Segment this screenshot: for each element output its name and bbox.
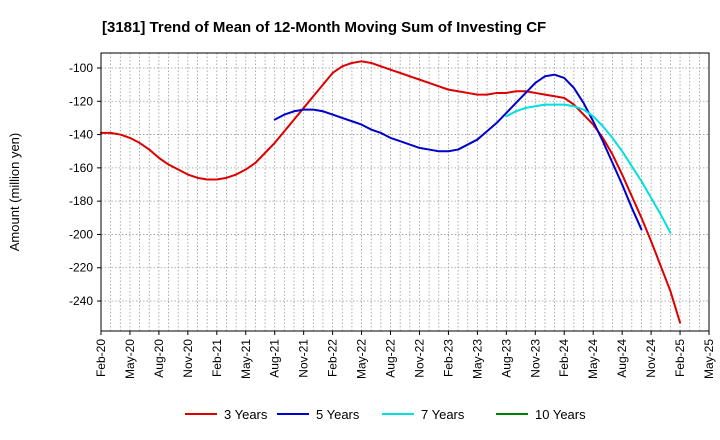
legend: 3 Years 5 Years 7 Years 10 Years xyxy=(185,407,586,422)
y-tick-label: -220 xyxy=(69,261,93,275)
plot-area xyxy=(101,53,709,331)
x-tick-label: Aug-22 xyxy=(384,339,398,378)
legend-label: 3 Years xyxy=(224,407,268,422)
plot-border xyxy=(100,52,710,332)
x-tick-label: Nov-21 xyxy=(297,339,311,378)
x-tick-label: Nov-24 xyxy=(644,339,658,378)
series-line-5-years xyxy=(273,73,643,231)
legend-label: 7 Years xyxy=(421,407,465,422)
series-layer xyxy=(100,60,682,324)
series-line-7-years xyxy=(505,103,672,234)
plot-frame xyxy=(100,52,710,332)
x-tick-label: May-23 xyxy=(470,339,484,379)
series-line-3-years xyxy=(100,60,682,324)
chart-title: [3181] Trend of Mean of 12-Month Moving … xyxy=(102,19,546,36)
plot-background xyxy=(101,53,709,331)
y-tick-label: -200 xyxy=(69,227,93,241)
x-tick-label: Aug-23 xyxy=(499,339,513,378)
legend-label: 10 Years xyxy=(535,407,586,422)
x-tick-label: Feb-22 xyxy=(326,339,340,377)
x-tick-label: Nov-23 xyxy=(528,339,542,378)
x-tick-label: Nov-22 xyxy=(412,339,426,378)
y-tick-label: -180 xyxy=(69,194,93,208)
x-tick-label: Aug-20 xyxy=(152,339,166,378)
x-tick-label: May-21 xyxy=(239,339,253,379)
x-tick-label: May-22 xyxy=(355,339,369,379)
x-tick-label: Feb-25 xyxy=(673,339,687,377)
legend-label: 5 Years xyxy=(316,407,360,422)
x-tick-label: Aug-21 xyxy=(268,339,282,378)
x-tick-label: Feb-21 xyxy=(210,339,224,377)
y-tick-label: -240 xyxy=(69,294,93,308)
y-tick-label: -140 xyxy=(69,128,93,142)
y-tick-label: -100 xyxy=(69,61,93,75)
x-tick-label: May-20 xyxy=(123,339,137,379)
x-tick-label: Nov-20 xyxy=(181,339,195,378)
y-tick-label: -160 xyxy=(69,161,93,175)
x-tick-label: May-24 xyxy=(586,339,600,379)
x-tick-label: Feb-20 xyxy=(94,339,108,377)
x-tick-label: Feb-23 xyxy=(441,339,455,377)
y-tick-label: -120 xyxy=(69,94,93,108)
grid-lines xyxy=(100,53,710,331)
x-tick-label: Feb-24 xyxy=(557,339,571,377)
y-axis-ticks: -100 -120 -140 -160 -180 -200 -220 -240 xyxy=(69,61,101,308)
x-tick-label: May-25 xyxy=(702,339,716,379)
x-axis-ticks: Feb-20 May-20 Aug-20 Nov-20 Feb-21 May-21 Aug-… xyxy=(94,331,716,379)
y-axis-label: Amount (million yen) xyxy=(7,133,22,252)
x-tick-label: Aug-24 xyxy=(615,339,629,378)
